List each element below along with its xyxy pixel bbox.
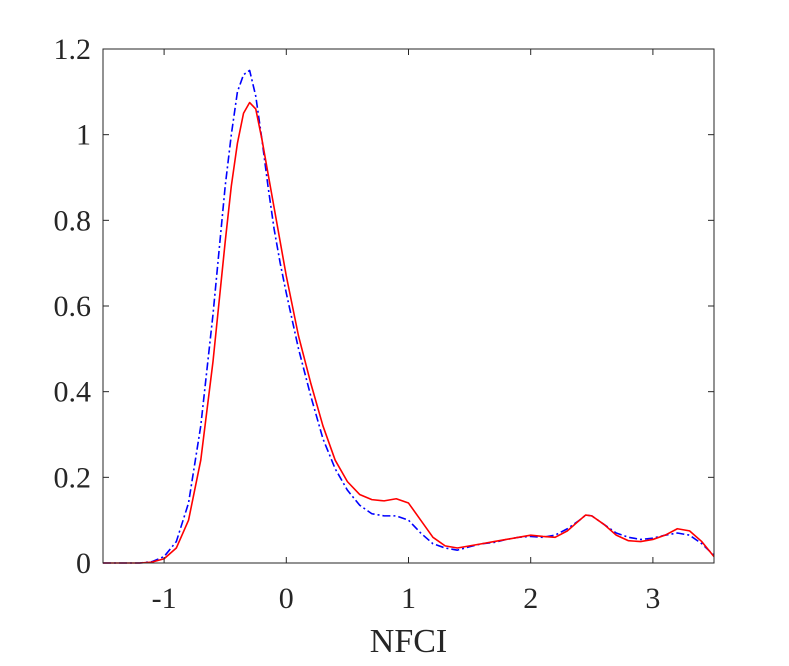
axes-frame — [102, 48, 715, 564]
x-tick-label: 3 — [645, 582, 660, 615]
y-tick-label: 1.2 — [54, 33, 92, 66]
x-axis-title: NFCI — [370, 623, 447, 660]
axes-box — [102, 48, 715, 564]
y-tick-label: 0.8 — [54, 204, 92, 237]
y-tick-label: 0.6 — [54, 290, 92, 323]
x-tick-label: -1 — [152, 582, 177, 615]
y-tick-label: 0.4 — [54, 376, 92, 409]
y-axis-ticks: 0 0.2 0.4 0.6 0.8 1 1.2 — [54, 33, 714, 580]
y-tick-label: 0 — [76, 547, 91, 580]
y-tick-label: 1 — [76, 119, 91, 152]
x-tick-label: 2 — [523, 582, 538, 615]
y-tick-label: 0.2 — [54, 461, 92, 494]
x-tick-label: 0 — [279, 582, 294, 615]
series-line-solid — [103, 101, 715, 564]
x-tick-label: 1 — [401, 582, 416, 615]
series-layer — [103, 69, 715, 564]
x-axis-ticks: -1 0 1 2 3 — [152, 49, 660, 615]
